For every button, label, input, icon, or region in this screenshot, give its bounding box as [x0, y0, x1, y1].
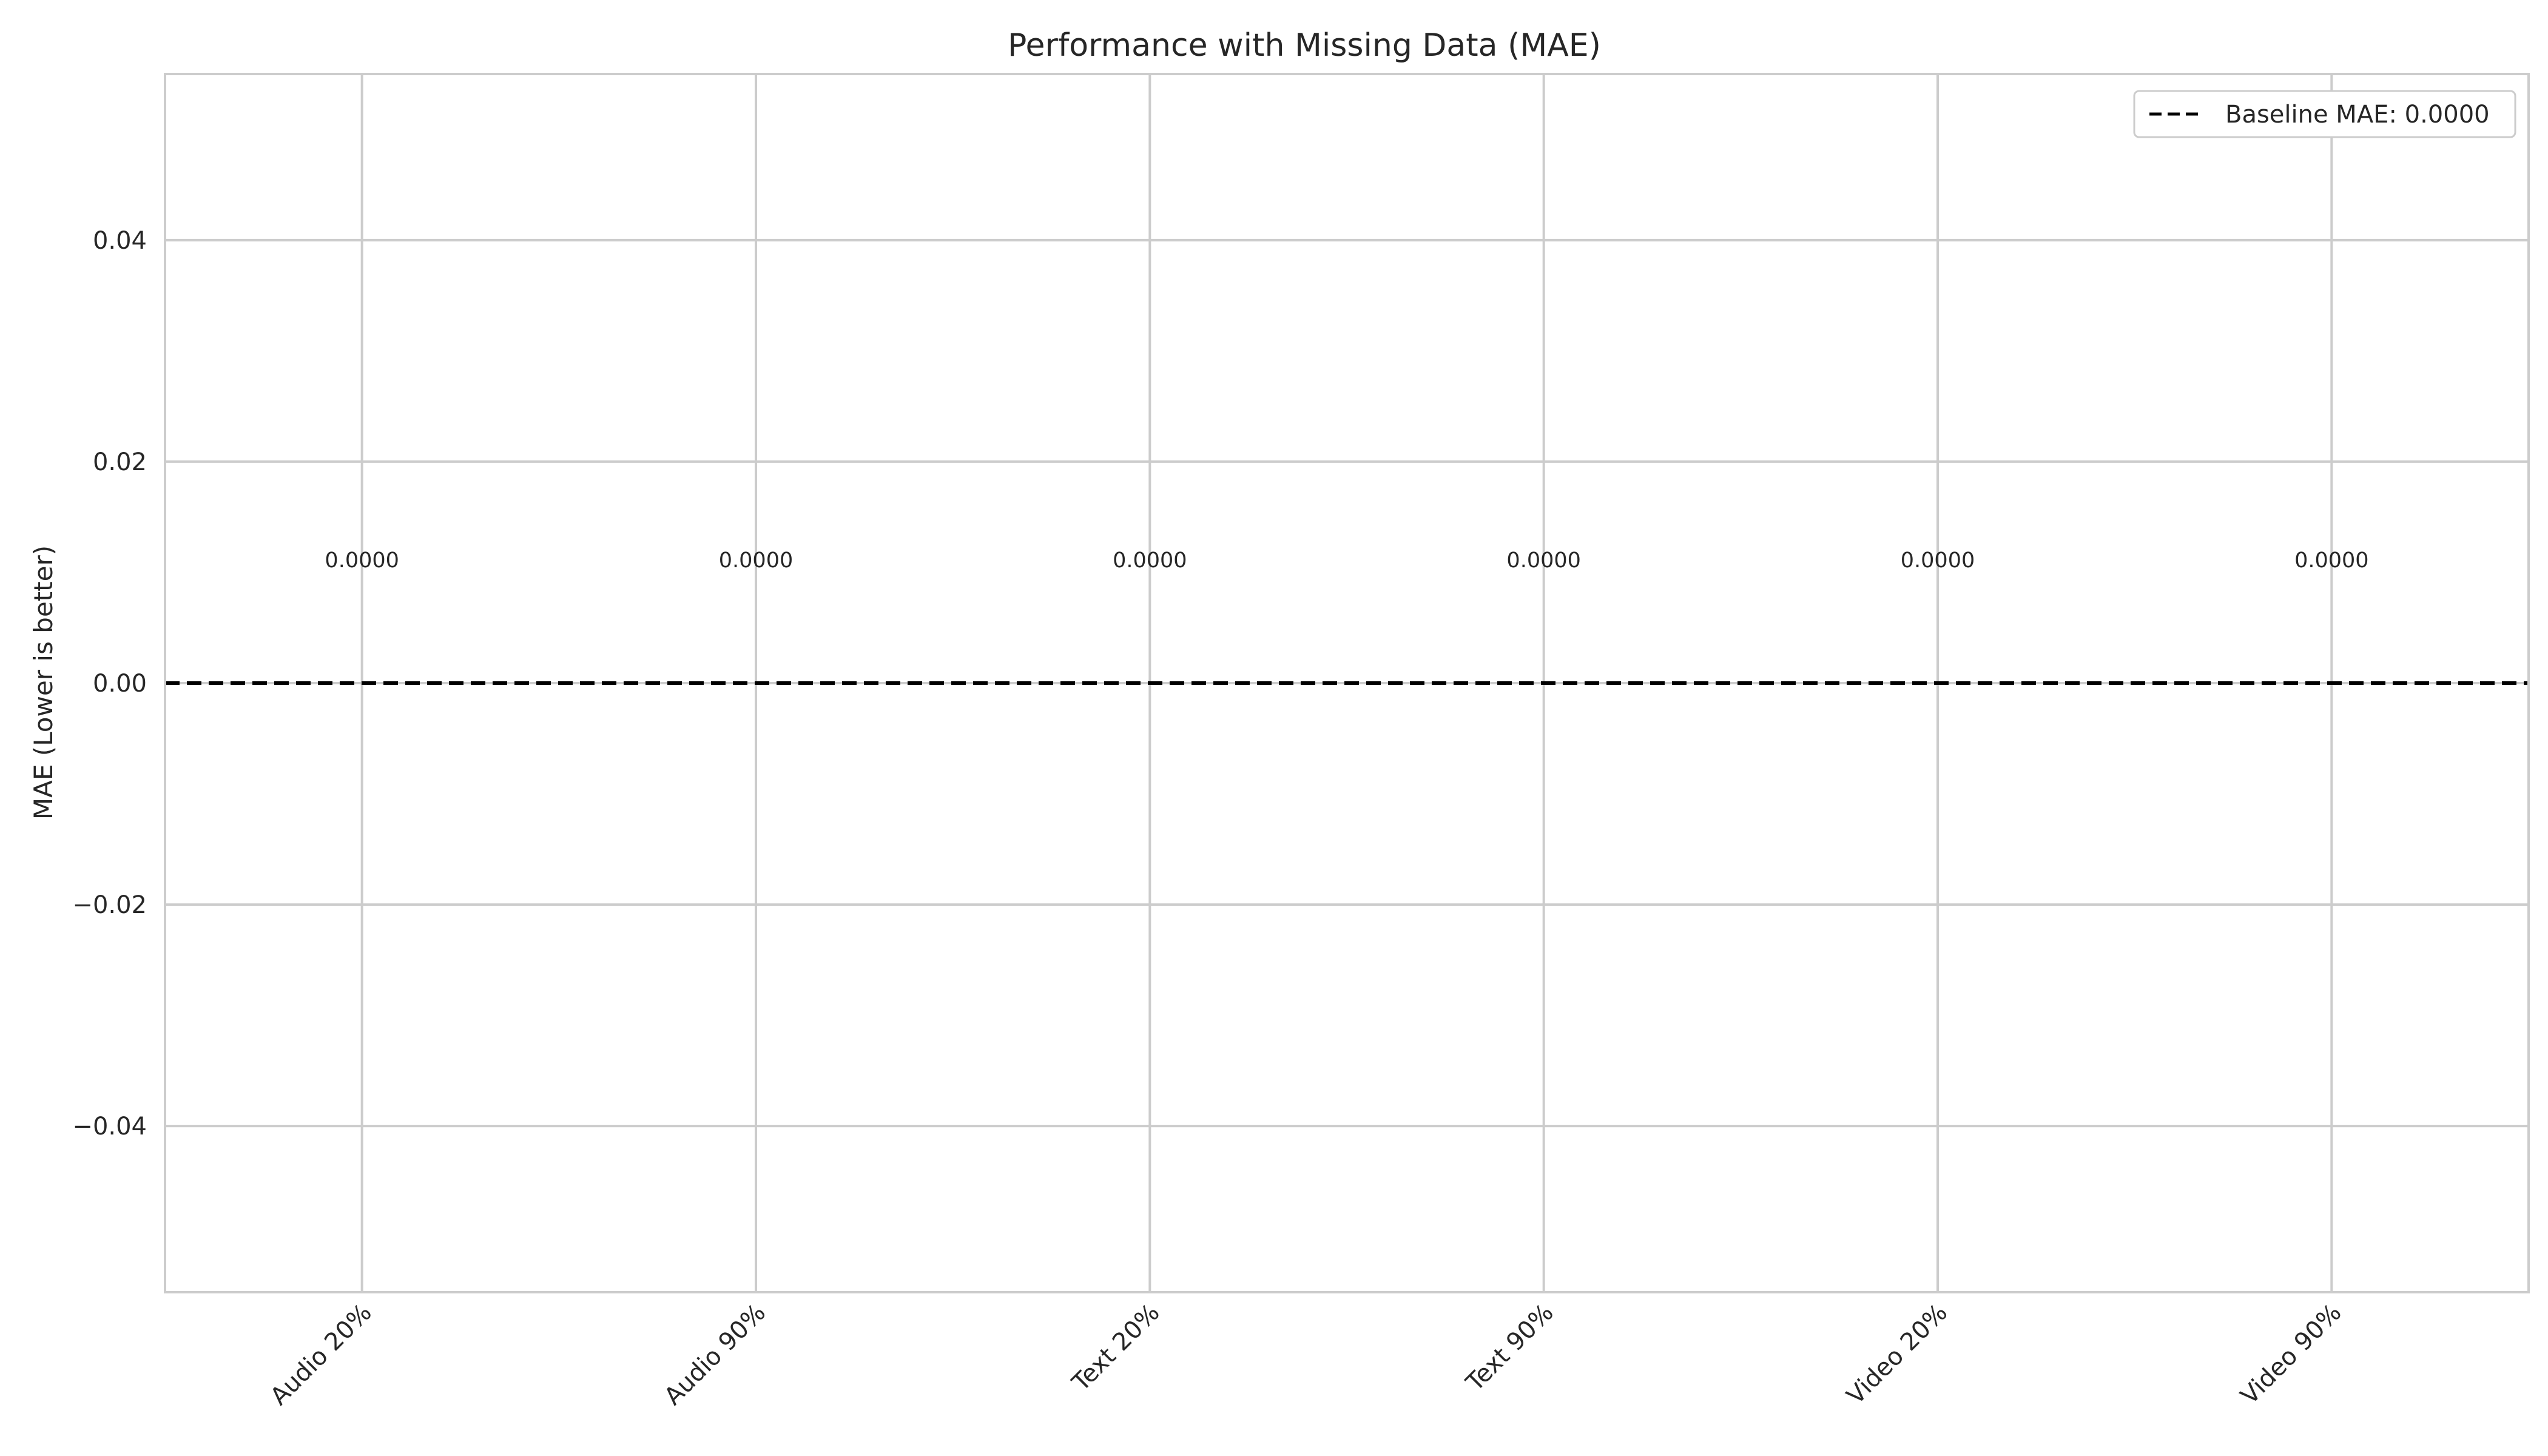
- bar-data-label: 0.0000: [1901, 548, 1975, 573]
- legend-baseline-label: Baseline MAE: 0.0000: [2225, 101, 2490, 129]
- y-tick-label: −0.02: [72, 891, 147, 919]
- chart-title: Performance with Missing Data (MAE): [1008, 27, 1601, 64]
- y-tick-label: 0.02: [93, 448, 147, 476]
- bar-data-label: 0.0000: [719, 548, 793, 573]
- bar-data-label: 0.0000: [1506, 548, 1580, 573]
- y-tick-label: −0.04: [72, 1113, 147, 1141]
- data-labels-layer: 0.0000 0.0000 0.0000 0.0000 0.0000 0.0000: [325, 548, 2368, 573]
- y-tick-label: 0.04: [93, 227, 147, 255]
- legend: Baseline MAE: 0.0000: [2133, 90, 2516, 138]
- axes-frame: [164, 73, 2530, 1293]
- bar-data-label: 0.0000: [1113, 548, 1187, 573]
- y-tick-labels: −0.04 −0.02 0.00 0.02 0.04: [72, 227, 147, 1141]
- bar-data-label: 0.0000: [325, 548, 399, 573]
- bar-data-label: 0.0000: [2294, 548, 2368, 573]
- y-tick-label: 0.00: [93, 670, 147, 698]
- y-axis-label: MAE (Lower is better): [29, 545, 58, 820]
- legend-box: [2133, 90, 2516, 138]
